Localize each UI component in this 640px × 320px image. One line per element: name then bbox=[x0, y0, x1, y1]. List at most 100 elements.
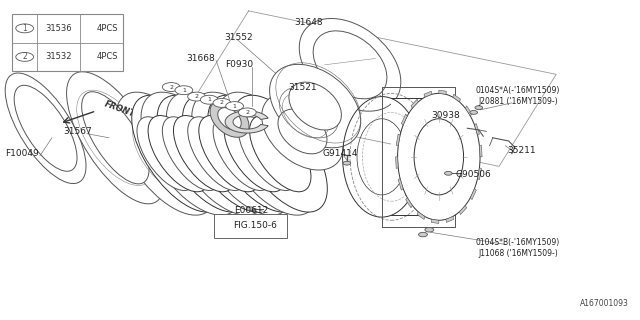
Polygon shape bbox=[398, 179, 403, 190]
Ellipse shape bbox=[269, 64, 361, 148]
Text: FRONT: FRONT bbox=[102, 100, 136, 119]
Text: 30938: 30938 bbox=[431, 111, 460, 120]
Ellipse shape bbox=[239, 117, 297, 190]
Ellipse shape bbox=[116, 92, 216, 215]
Text: 4PCS: 4PCS bbox=[97, 52, 118, 61]
Polygon shape bbox=[477, 168, 481, 180]
Ellipse shape bbox=[224, 116, 285, 192]
Text: 1: 1 bbox=[233, 104, 237, 108]
Bar bbox=[214, 214, 287, 238]
Ellipse shape bbox=[217, 92, 318, 215]
Circle shape bbox=[239, 108, 256, 117]
Polygon shape bbox=[406, 198, 412, 208]
Text: 1: 1 bbox=[22, 24, 27, 33]
Circle shape bbox=[16, 24, 33, 33]
Polygon shape bbox=[453, 94, 460, 102]
Text: 2: 2 bbox=[245, 110, 250, 115]
Ellipse shape bbox=[208, 95, 302, 212]
Polygon shape bbox=[401, 114, 407, 125]
Text: 0104S*B(-'16MY1509): 0104S*B(-'16MY1509) bbox=[476, 238, 560, 247]
Circle shape bbox=[246, 207, 254, 211]
Text: 2: 2 bbox=[169, 84, 173, 90]
Ellipse shape bbox=[163, 117, 221, 190]
Text: G91414: G91414 bbox=[323, 149, 358, 158]
Ellipse shape bbox=[300, 19, 401, 111]
Text: 2: 2 bbox=[195, 94, 198, 99]
Ellipse shape bbox=[5, 73, 86, 184]
Polygon shape bbox=[460, 205, 467, 214]
Text: 31648: 31648 bbox=[294, 18, 323, 27]
Ellipse shape bbox=[67, 72, 164, 204]
Circle shape bbox=[343, 161, 351, 165]
Ellipse shape bbox=[199, 116, 260, 192]
Polygon shape bbox=[474, 124, 479, 135]
Ellipse shape bbox=[213, 117, 271, 190]
Ellipse shape bbox=[278, 109, 327, 154]
Ellipse shape bbox=[414, 119, 463, 195]
Ellipse shape bbox=[157, 95, 252, 212]
Polygon shape bbox=[439, 90, 446, 94]
Polygon shape bbox=[396, 134, 400, 146]
Ellipse shape bbox=[233, 95, 327, 212]
Polygon shape bbox=[431, 219, 439, 223]
Circle shape bbox=[200, 95, 218, 104]
Ellipse shape bbox=[210, 100, 249, 137]
Ellipse shape bbox=[141, 92, 242, 215]
Circle shape bbox=[213, 99, 231, 107]
Circle shape bbox=[163, 83, 180, 92]
Circle shape bbox=[226, 102, 243, 110]
Text: 0104S*A(-'16MY1509): 0104S*A(-'16MY1509) bbox=[476, 86, 560, 95]
Ellipse shape bbox=[262, 93, 343, 170]
Ellipse shape bbox=[289, 82, 341, 130]
Ellipse shape bbox=[397, 93, 480, 220]
Text: 1: 1 bbox=[182, 88, 186, 93]
Text: 31668: 31668 bbox=[187, 54, 216, 63]
Ellipse shape bbox=[148, 116, 209, 192]
Polygon shape bbox=[417, 212, 425, 220]
Circle shape bbox=[419, 232, 428, 237]
Polygon shape bbox=[225, 111, 268, 133]
Polygon shape bbox=[396, 157, 398, 168]
Ellipse shape bbox=[14, 85, 77, 171]
Text: 31552: 31552 bbox=[225, 33, 253, 42]
Ellipse shape bbox=[132, 95, 226, 212]
Text: 31536: 31536 bbox=[45, 24, 72, 33]
Polygon shape bbox=[446, 216, 454, 222]
Circle shape bbox=[475, 106, 483, 109]
Text: J20881 ('16MY1509-): J20881 ('16MY1509-) bbox=[478, 97, 558, 106]
Bar bbox=[12, 14, 123, 71]
Circle shape bbox=[470, 110, 477, 114]
Text: F0930: F0930 bbox=[225, 60, 253, 69]
Text: 4PCS: 4PCS bbox=[97, 24, 118, 33]
Text: 1: 1 bbox=[207, 97, 211, 102]
Text: J11068 ('16MY1509-): J11068 ('16MY1509-) bbox=[478, 249, 558, 258]
Ellipse shape bbox=[173, 116, 235, 192]
Polygon shape bbox=[470, 188, 476, 200]
Text: 31532: 31532 bbox=[45, 52, 72, 61]
Text: E00612: E00612 bbox=[235, 206, 269, 215]
Text: 35211: 35211 bbox=[507, 146, 536, 155]
Text: FIG.150-6: FIG.150-6 bbox=[233, 220, 277, 229]
Ellipse shape bbox=[218, 108, 241, 130]
Polygon shape bbox=[465, 106, 472, 116]
Ellipse shape bbox=[82, 92, 149, 184]
Text: F10049: F10049 bbox=[5, 149, 39, 158]
Circle shape bbox=[188, 92, 205, 101]
Text: 31521: 31521 bbox=[288, 83, 317, 92]
Text: 31567: 31567 bbox=[63, 127, 92, 136]
Ellipse shape bbox=[250, 116, 311, 192]
Text: A167001093: A167001093 bbox=[580, 300, 629, 308]
Circle shape bbox=[175, 86, 193, 95]
Polygon shape bbox=[479, 145, 482, 157]
Circle shape bbox=[16, 52, 33, 61]
Ellipse shape bbox=[192, 92, 292, 215]
Ellipse shape bbox=[137, 117, 195, 190]
Text: 2: 2 bbox=[22, 52, 27, 61]
Polygon shape bbox=[411, 99, 418, 108]
Ellipse shape bbox=[188, 117, 246, 190]
Ellipse shape bbox=[166, 92, 268, 215]
Circle shape bbox=[445, 172, 452, 175]
Ellipse shape bbox=[313, 31, 387, 99]
Polygon shape bbox=[391, 99, 439, 215]
Text: 2: 2 bbox=[220, 100, 224, 105]
